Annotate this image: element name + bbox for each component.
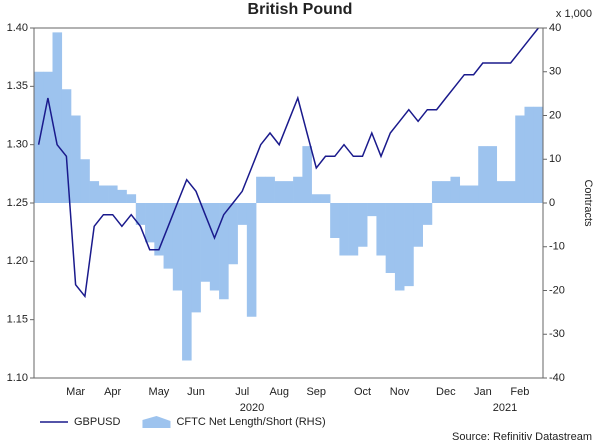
area-step bbox=[43, 71, 53, 203]
x-tick-label: Jun bbox=[187, 386, 205, 398]
area-step bbox=[515, 115, 525, 203]
area-step bbox=[505, 181, 516, 203]
x-tick-label: Apr bbox=[104, 386, 121, 398]
area-step bbox=[450, 176, 461, 203]
y-tick-label: 1.25 bbox=[7, 197, 28, 209]
source: Source: Refinitiv Datastream bbox=[452, 431, 592, 443]
y-tick-label: 1.10 bbox=[7, 372, 28, 384]
area-step bbox=[237, 203, 248, 225]
area-step bbox=[34, 71, 44, 203]
x-tick-label: Feb bbox=[510, 386, 529, 398]
area-step bbox=[394, 203, 405, 291]
x-tick-label: Sep bbox=[306, 386, 326, 398]
area-step bbox=[311, 194, 322, 203]
area-step bbox=[126, 194, 137, 203]
area-step bbox=[367, 203, 377, 217]
y2-tick-label: 40 bbox=[549, 22, 561, 34]
area-step bbox=[61, 89, 72, 203]
legend-label: GBPUSD bbox=[74, 416, 121, 428]
x-tick-label: May bbox=[149, 386, 170, 398]
y2-tick-label: -40 bbox=[549, 372, 565, 384]
x-tick-label: Jul bbox=[235, 386, 249, 398]
area-step bbox=[71, 115, 81, 203]
area-step bbox=[320, 194, 331, 203]
area-step bbox=[533, 106, 544, 203]
y-tick-label: 1.40 bbox=[7, 22, 28, 34]
y2-tick-label: 10 bbox=[549, 153, 561, 165]
y-tick-label: 1.20 bbox=[7, 255, 28, 267]
y-tick-label: 1.15 bbox=[7, 314, 28, 326]
area-step bbox=[256, 176, 266, 203]
area-step bbox=[524, 106, 535, 203]
area-step bbox=[422, 203, 433, 225]
area-step bbox=[135, 203, 146, 225]
area-step bbox=[80, 159, 90, 203]
area-step bbox=[172, 203, 183, 291]
x-tick-label: Nov bbox=[390, 386, 410, 398]
year-label: 2020 bbox=[240, 402, 264, 414]
area-step bbox=[330, 203, 340, 238]
area-step bbox=[219, 203, 229, 300]
y-tick-label: 1.35 bbox=[7, 80, 28, 92]
area-step bbox=[154, 203, 164, 256]
x-tick-label: Jan bbox=[474, 386, 492, 398]
area-step bbox=[108, 185, 118, 203]
year-label: 2021 bbox=[493, 402, 517, 414]
area-step bbox=[145, 203, 155, 243]
y2-tick-label: -10 bbox=[549, 241, 565, 253]
area-step bbox=[441, 181, 451, 203]
area-step bbox=[163, 203, 174, 269]
area-step bbox=[487, 146, 498, 203]
area-step bbox=[339, 203, 349, 256]
y2-tick-label: 0 bbox=[549, 197, 555, 209]
x-tick-label: Mar bbox=[66, 386, 85, 398]
area-step bbox=[191, 203, 201, 313]
y2-axis-label: Contracts bbox=[582, 179, 594, 227]
area-step bbox=[404, 203, 414, 287]
area-step bbox=[413, 203, 423, 247]
legend-swatch bbox=[142, 416, 171, 428]
area-step bbox=[357, 203, 368, 247]
area-step bbox=[98, 185, 109, 203]
line bbox=[37, 27, 539, 299]
area-step bbox=[293, 176, 303, 203]
area-step bbox=[496, 181, 507, 203]
chart-title: British Pound bbox=[248, 1, 353, 18]
area-step bbox=[348, 203, 359, 256]
area-step bbox=[274, 181, 285, 203]
y2-tick-label: -30 bbox=[549, 328, 565, 340]
area-step bbox=[89, 181, 100, 203]
y2-unit: x 1,000 bbox=[556, 8, 592, 20]
x-tick-label: Dec bbox=[436, 386, 456, 398]
area-step bbox=[209, 203, 220, 291]
area-step bbox=[182, 203, 192, 361]
y2-tick-label: 30 bbox=[549, 66, 561, 78]
area-step bbox=[52, 32, 63, 203]
area-step bbox=[459, 185, 470, 203]
area-step bbox=[228, 203, 238, 265]
x-tick-label: Oct bbox=[354, 386, 371, 398]
y-tick-label: 1.30 bbox=[7, 139, 28, 151]
x-tick-label: Aug bbox=[269, 386, 289, 398]
area-step bbox=[265, 176, 275, 203]
area-step bbox=[478, 146, 488, 203]
area-step bbox=[431, 181, 442, 203]
area-step bbox=[246, 203, 257, 317]
area-step bbox=[385, 203, 396, 273]
area-step bbox=[468, 185, 479, 203]
area-step bbox=[200, 203, 211, 282]
area-step bbox=[376, 203, 386, 256]
legend-label: CFTC Net Length/Short (RHS) bbox=[176, 416, 325, 428]
area-step bbox=[283, 181, 294, 203]
area-step bbox=[117, 189, 127, 203]
area-step bbox=[302, 146, 312, 203]
y2-tick-label: -20 bbox=[549, 284, 565, 296]
y2-tick-label: 20 bbox=[549, 109, 561, 121]
